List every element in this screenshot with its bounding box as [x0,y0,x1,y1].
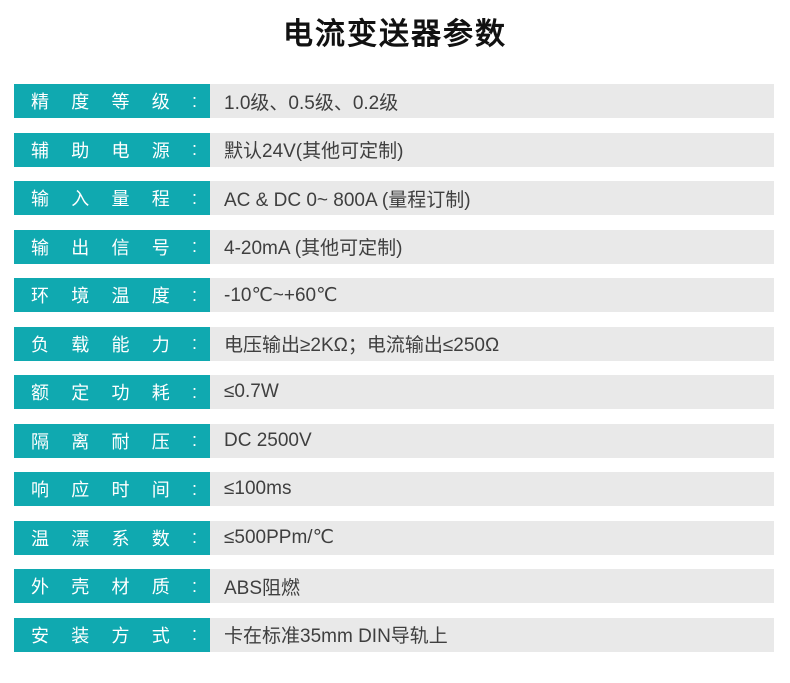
spec-value: AC & DC 0~ 800A (量程订制) [210,181,774,215]
spec-table: 精度等级:1.0级、0.5级、0.2级辅助电源: 默认24V(其他可定制) 输入量程… [0,84,790,652]
spec-row: 精 度 等 级:1.0级、0.5级、0.2级 [14,84,774,118]
spec-row: 负 载能力: 电压输出≥2KΩ；电流输出≤250Ω [14,326,774,361]
spec-label: 精 度 等 级: [14,84,210,118]
spec-label-char: : [191,236,197,256]
spec-label-char: 漂 [71,528,90,549]
spec-label-char: 力 [151,334,170,355]
spec-label-char: 助 [71,140,90,161]
spec-row: 输 入 量 程: AC & DC 0~ 800A (量程订制) [14,181,774,215]
spec-label: 安 装方式: [14,617,210,652]
spec-value: ≤100ms [210,472,774,506]
spec-label-char: 程 [151,189,170,209]
spec-row: 隔 离耐压: DC 2500V [14,423,774,458]
spec-row: 环 境 温 度: -10℃~+60℃ [14,278,774,312]
spec-row: 安 装方式: 卡在标准35mm DIN导轨上 [14,617,774,652]
spec-label-char: : [191,139,197,159]
spec-label-char: : [191,430,197,450]
spec-label-char: 壳 [71,577,90,597]
spec-label-char: 系 [111,528,130,549]
spec-label-char: : [191,284,197,305]
spec-label-char: : [191,624,197,644]
spec-sheet: 电流变送器参数 精度等级:1.0级、0.5级、0.2级辅助电源: 默认24V(其他… [0,18,790,652]
spec-label-char: : [191,527,197,547]
spec-label-char: : [191,575,197,596]
spec-label-char: 级 [151,92,170,112]
spec-label-char: 耐 [111,431,130,452]
spec-label-char: : [191,381,197,402]
spec-value: 1.0级、0.5级、0.2级 [210,84,774,118]
spec-row: 温 漂系数: ≤500PPm/℃ [14,520,774,555]
spec-label-char: 式 [151,625,170,646]
spec-label-char: : [191,333,197,353]
spec-label-char: 装 [71,625,90,646]
spec-label: 输 入 量 程: [14,181,210,215]
spec-value: ABS阻燃 [210,569,774,603]
spec-label-char: 材 [111,577,130,597]
spec-label-char: 境 [71,286,90,306]
spec-value: ≤0.7W [210,375,774,409]
spec-label-char: 响 [31,480,49,500]
spec-label-char: 温 [31,528,49,549]
spec-label-char: 外 [31,577,49,597]
spec-label-char: 功 [111,383,130,403]
spec-value: 电压输出≥2KΩ；电流输出≤250Ω [210,326,774,361]
spec-label-char: 精 [31,92,49,112]
spec-label-char: 载 [71,334,90,355]
spec-value: ≤500PPm/℃ [210,520,774,555]
spec-label-char: 电 [111,140,130,161]
spec-label-char: 入 [71,189,90,209]
spec-row: 响 应 时 间: ≤100ms [14,472,774,506]
spec-label-char: : [191,187,197,208]
spec-label-char: 度 [151,286,170,306]
spec-label: 负 载能力: [14,326,210,361]
spec-label-char: 质 [151,577,170,597]
spec-value: 默认24V(其他可定制) [210,132,774,167]
spec-label-char: 安 [31,625,49,646]
spec-label-char: 压 [151,431,170,452]
spec-value: 4-20mA (其他可定制) [210,229,774,264]
spec-label-char: 输 [31,189,49,209]
spec-label-char: 能 [111,334,130,355]
spec-row: 外 壳 材 质: ABS阻燃 [14,569,774,603]
spec-label-char: 量 [111,189,130,209]
spec-label-char: 信 [111,237,130,258]
spec-label-char: : [191,478,197,499]
spec-label-char: 应 [71,480,90,500]
spec-label: 额 定 功 耗: [14,375,210,409]
spec-label-char: 定 [71,383,90,403]
spec-label-char: 额 [31,383,49,403]
spec-label: 环 境 温 度: [14,278,210,312]
spec-label-char: 时 [111,480,130,500]
spec-label-char: 号 [151,237,170,258]
spec-label-char: 耗 [151,383,170,403]
spec-label-char: 离 [71,431,90,452]
spec-label-char: 等 [111,92,130,112]
spec-label: 外 壳 材 质: [14,569,210,603]
spec-label: 隔 离耐压: [14,423,210,458]
spec-label: 温 漂系数: [14,520,210,555]
spec-label-char: 方 [111,625,130,646]
spec-label-char: 隔 [31,431,49,452]
spec-label: 输 出信号: [14,229,210,264]
spec-label-char: 环 [31,286,49,306]
page-title: 电流变送器参数 [283,18,507,51]
spec-label-char: 度 [71,92,90,112]
spec-row: 输 出信号:4-20mA (其他可定制) [14,229,774,264]
spec-label-char: 辅 [31,140,49,161]
spec-value: 卡在标准35mm DIN导轨上 [210,617,774,652]
spec-label-char: 间 [151,480,170,500]
spec-label-char: 数 [151,528,170,549]
spec-label-char: 温 [111,286,130,306]
spec-label-char: 出 [71,237,90,258]
spec-value: -10℃~+60℃ [210,278,774,312]
spec-label: 响 应 时 间: [14,472,210,506]
spec-label: 辅 助电源: [14,132,210,167]
spec-label-char: : [191,90,197,111]
spec-value: DC 2500V [210,423,774,458]
spec-row: 辅 助电源: 默认24V(其他可定制) [14,132,774,167]
spec-label-char: 负 [31,334,49,355]
spec-label-char: 输 [31,237,49,258]
spec-row: 额 定 功 耗: ≤0.7W [14,375,774,409]
spec-label-char: 源 [151,140,170,161]
